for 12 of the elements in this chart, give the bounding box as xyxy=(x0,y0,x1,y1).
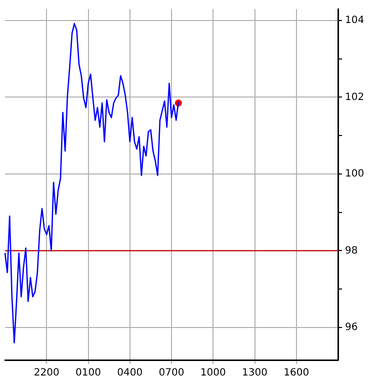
x-tick-label: 2200 xyxy=(34,368,60,379)
x-tick-label: 0400 xyxy=(117,368,143,379)
y-tick-label: 98 xyxy=(345,245,358,256)
x-tick-label: 1600 xyxy=(284,368,310,379)
y-tick-label: 104 xyxy=(345,15,364,26)
y-tick-label: 102 xyxy=(345,92,364,103)
x-tick-label: 0100 xyxy=(76,368,101,379)
y-tick-label: 96 xyxy=(345,322,358,333)
x-tick-label: 1000 xyxy=(200,368,226,379)
x-tick-label: 1300 xyxy=(242,368,268,379)
y-tick-label: 100 xyxy=(345,168,364,180)
x-tick-label: 0700 xyxy=(158,368,184,379)
